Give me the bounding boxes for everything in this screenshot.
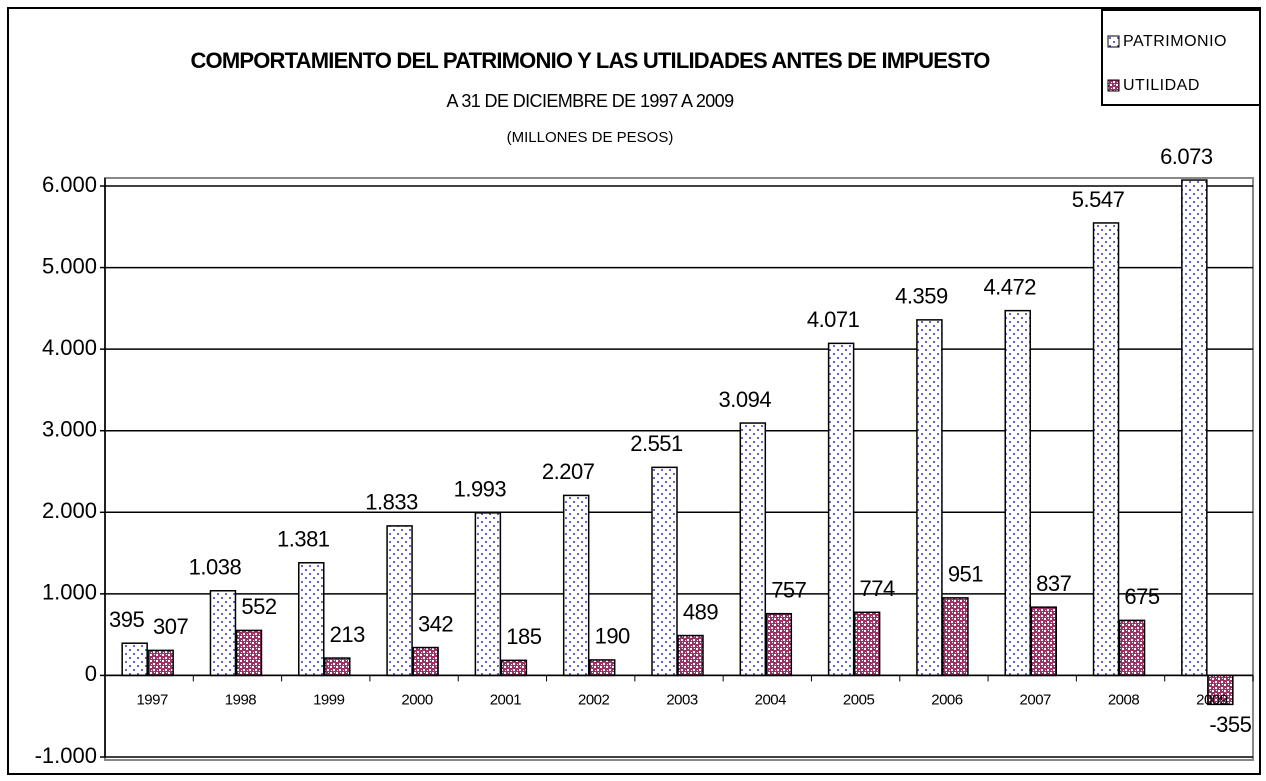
x-tick-label: 2004 [755,691,787,708]
x-tick-label: 2002 [578,691,610,708]
y-tick-label: 0 [85,661,97,686]
legend-label: UTILIDAD [1123,77,1200,94]
legend-swatch [1107,79,1120,92]
x-tick-label: 1999 [313,691,345,708]
x-tick-label: 1998 [225,691,257,708]
y-tick-label: 4.000 [42,335,97,360]
x-tick-label: 2006 [931,691,963,708]
value-label: 4.472 [983,274,1036,299]
value-label: 489 [683,599,718,624]
bar [1181,179,1208,677]
value-label: 395 [109,607,144,632]
bar [765,612,793,677]
x-tick-label: 2000 [401,691,433,708]
bar [651,466,678,677]
y-tick-label: 3.000 [42,417,97,442]
x-tick-label: 1997 [136,691,168,708]
bar [1207,674,1234,706]
value-label: 552 [241,594,276,619]
value-label: 5.547 [1072,187,1125,212]
chart-subtitle: A 31 DE DICIEMBRE DE 1997 A 2009 [447,91,735,111]
x-tick-label: 2005 [843,691,875,708]
value-label: 951 [948,562,983,587]
legend-box [1101,9,1261,106]
bar [386,525,413,677]
bar [588,659,616,677]
bar [1118,619,1146,677]
chart-title: COMPORTAMIENTO DEL PATRIMONIO Y LAS UTIL… [190,48,990,73]
y-tick-label: 2.000 [42,498,97,523]
bar [121,642,148,677]
bar [500,659,528,677]
bar [209,590,237,677]
bar [1004,309,1031,677]
y-tick-label: 6.000 [42,172,97,197]
bar [147,649,174,677]
bar [1030,606,1057,677]
value-label: 342 [418,611,453,636]
bar [298,562,325,677]
bar [916,319,943,677]
value-label: 2.551 [630,431,683,456]
chart-border [7,7,1261,775]
value-label: 185 [506,624,541,649]
x-tick-label: 2007 [1020,691,1052,708]
legend-swatch [1107,35,1120,48]
bar [942,597,969,677]
bar [677,634,704,677]
value-label: 4.071 [807,307,860,332]
value-label: 4.359 [895,284,948,309]
value-label: -355 [1209,712,1251,737]
bar [324,657,351,677]
value-label: 3.094 [719,387,772,412]
bar [739,422,767,677]
value-label: 6.073 [1160,144,1213,169]
x-tick-label: 2009 [1196,691,1228,708]
value-label: 190 [595,624,630,649]
value-label: 307 [153,614,188,639]
x-tick-label: 2003 [666,691,698,708]
bar [474,512,502,677]
value-label: 1.038 [189,555,242,580]
bar [235,629,263,677]
value-label: 774 [860,576,895,601]
value-label: 213 [330,622,365,647]
value-label: 2.207 [542,459,595,484]
bar [1092,222,1120,677]
value-label: 757 [771,577,806,602]
value-label: 1.381 [277,527,330,552]
y-tick-label: -1.000 [35,743,97,768]
value-label: 1.833 [365,490,418,515]
bar [853,611,881,677]
chart-note: (MILLONES DE PESOS) [507,129,674,146]
bar [827,342,855,677]
legend-label: PATRIMONIO [1123,33,1227,50]
bar [562,494,590,677]
x-tick-label: 2001 [490,691,522,708]
y-tick-label: 5.000 [42,253,97,278]
value-label: 1.993 [454,477,507,502]
value-label: 675 [1124,584,1159,609]
value-label: 837 [1036,571,1071,596]
y-tick-label: 1.000 [42,580,97,605]
x-tick-label: 2008 [1108,691,1140,708]
bar [412,646,439,677]
